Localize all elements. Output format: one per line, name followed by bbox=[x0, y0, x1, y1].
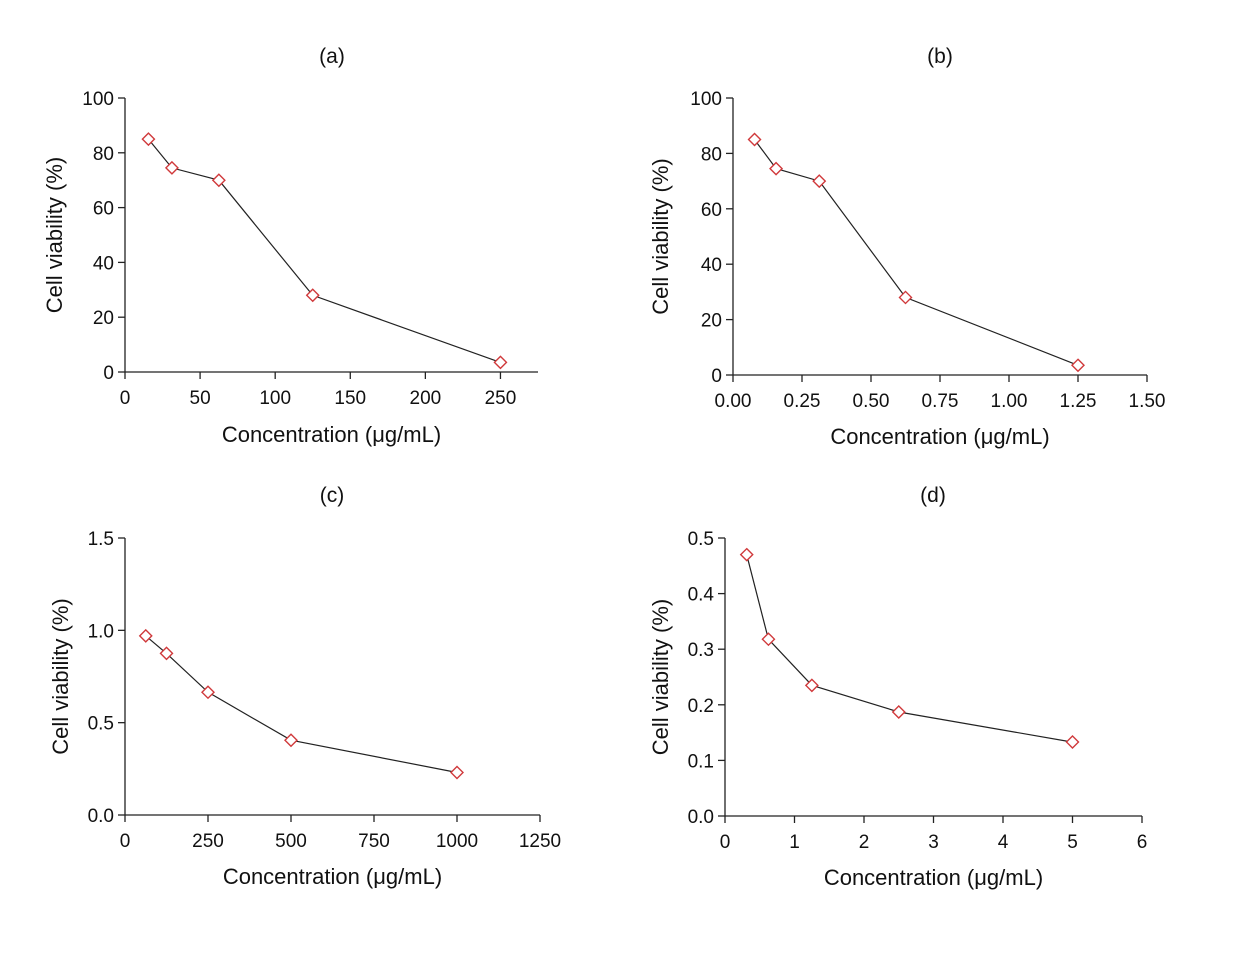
y-axis-title: Cell viability (%) bbox=[42, 157, 67, 313]
y-tick-label: 0 bbox=[103, 363, 114, 384]
y-tick-label: 0.5 bbox=[88, 714, 114, 735]
y-tick-label: 100 bbox=[82, 89, 114, 110]
y-tick-label: 20 bbox=[93, 308, 114, 329]
y-tick-label: 80 bbox=[93, 144, 114, 165]
y-tick-label: 0.1 bbox=[688, 751, 714, 772]
x-tick-label: 0 bbox=[720, 832, 731, 853]
data-point bbox=[739, 547, 754, 562]
data-point bbox=[812, 174, 827, 189]
x-tick-label: 1.50 bbox=[1129, 391, 1166, 412]
x-axis-title: Concentration (μg/mL) bbox=[223, 864, 442, 889]
panel-b: (b) 0 20 40 60 80 100 0.00 0.25 0.50 0.75 1.00 1.25 1… bbox=[648, 45, 1165, 449]
y-tick-label: 100 bbox=[690, 89, 722, 110]
x-axis-title: Concentration (μg/mL) bbox=[222, 422, 441, 447]
y-tick-label: 20 bbox=[701, 311, 722, 332]
series-line bbox=[754, 139, 1079, 366]
x-tick-label: 200 bbox=[410, 388, 442, 409]
panel-d: (d) 0.0 0.1 0.2 0.3 0.4 0.5 0 1 2 3 4 5 6 Concentratio… bbox=[648, 484, 1147, 890]
x-axis-title: Concentration (μg/mL) bbox=[830, 424, 1049, 449]
y-tick-label: 0 bbox=[711, 366, 722, 387]
data-point bbox=[159, 646, 174, 661]
data-point bbox=[211, 173, 226, 188]
x-tick-label: 3 bbox=[928, 832, 939, 853]
x-tick-label: 1.25 bbox=[1060, 391, 1097, 412]
panel-title: (d) bbox=[920, 484, 946, 507]
panel-a: (a) 0 20 40 60 80 100 0 50 100 150 200 250 Concentrat… bbox=[42, 45, 538, 447]
data-point bbox=[747, 132, 762, 147]
x-tick-label: 750 bbox=[358, 831, 390, 852]
y-tick-label: 40 bbox=[701, 255, 722, 276]
data-point bbox=[305, 288, 320, 303]
data-point bbox=[769, 161, 784, 176]
x-tick-label: 1000 bbox=[436, 831, 478, 852]
data-point bbox=[284, 733, 298, 748]
x-tick-label: 500 bbox=[275, 831, 307, 852]
series-line bbox=[145, 635, 458, 774]
x-axis-title: Concentration (μg/mL) bbox=[824, 865, 1043, 890]
series-line bbox=[746, 554, 1073, 743]
data-point bbox=[804, 678, 819, 693]
data-point bbox=[141, 132, 156, 147]
data-point bbox=[1065, 735, 1080, 750]
x-tick-label: 100 bbox=[259, 388, 291, 409]
y-tick-label: 40 bbox=[93, 253, 114, 274]
y-axis-title: Cell viability (%) bbox=[648, 599, 673, 755]
y-axis-title: Cell viability (%) bbox=[648, 158, 673, 314]
data-point bbox=[898, 290, 913, 305]
y-tick-label: 60 bbox=[93, 199, 114, 220]
x-tick-label: 0 bbox=[120, 831, 131, 852]
x-tick-label: 150 bbox=[334, 388, 366, 409]
x-tick-label: 1 bbox=[789, 832, 800, 853]
x-tick-label: 0 bbox=[120, 388, 131, 409]
y-tick-label: 80 bbox=[701, 144, 722, 165]
y-tick-label: 0.0 bbox=[88, 806, 114, 827]
data-point bbox=[138, 628, 153, 643]
x-tick-label: 2 bbox=[859, 832, 870, 853]
series-line bbox=[147, 138, 501, 363]
data-point bbox=[450, 765, 464, 780]
data-point bbox=[201, 685, 215, 700]
x-tick-label: 250 bbox=[192, 831, 224, 852]
x-tick-label: 1250 bbox=[519, 831, 561, 852]
data-point bbox=[493, 355, 508, 370]
y-tick-label: 1.5 bbox=[88, 529, 114, 550]
y-axis-title: Cell viability (%) bbox=[48, 598, 73, 754]
data-point bbox=[164, 160, 179, 175]
x-tick-label: 0.75 bbox=[922, 391, 959, 412]
x-tick-label: 5 bbox=[1067, 832, 1078, 853]
y-tick-label: 60 bbox=[701, 200, 722, 221]
x-tick-label: 0.25 bbox=[784, 391, 821, 412]
x-tick-label: 0.00 bbox=[715, 391, 752, 412]
x-tick-label: 1.00 bbox=[991, 391, 1028, 412]
y-tick-label: 0.4 bbox=[688, 585, 715, 606]
x-tick-label: 250 bbox=[485, 388, 517, 409]
panel-title: (a) bbox=[319, 45, 345, 68]
x-tick-label: 6 bbox=[1137, 832, 1148, 853]
data-point bbox=[1071, 358, 1085, 373]
data-point bbox=[761, 632, 776, 647]
data-point bbox=[891, 705, 906, 720]
x-tick-label: 0.50 bbox=[853, 391, 890, 412]
panel-title: (b) bbox=[927, 45, 953, 68]
y-tick-label: 0.5 bbox=[688, 529, 714, 550]
y-tick-label: 0.2 bbox=[688, 696, 714, 717]
x-tick-label: 50 bbox=[190, 388, 211, 409]
x-tick-label: 4 bbox=[998, 832, 1009, 853]
panel-title: (c) bbox=[320, 484, 345, 507]
y-tick-label: 1.0 bbox=[88, 621, 114, 642]
panel-c: (c) 0.0 0.5 1.0 1.5 0 250 500 750 1000 1250 Concent… bbox=[48, 484, 561, 889]
y-tick-label: 0.0 bbox=[688, 807, 714, 828]
y-tick-label: 0.3 bbox=[688, 640, 714, 661]
